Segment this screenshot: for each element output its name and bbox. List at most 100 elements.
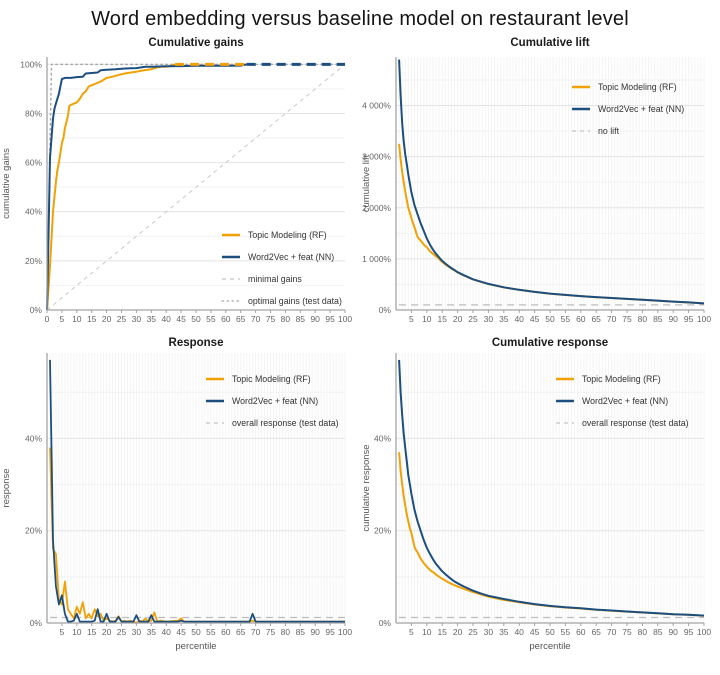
y-axis-title: cumulative lift [361, 154, 372, 212]
x-tick-label: 90 [668, 314, 678, 324]
x-tick-label: 65 [591, 627, 601, 637]
x-tick-label: 55 [206, 314, 216, 324]
y-tick-label: 40% [25, 433, 42, 443]
y-axis-title: cumulative response [361, 444, 372, 531]
x-tick-label: 20 [453, 314, 463, 324]
x-tick-label: 55 [561, 627, 571, 637]
x-tick-label: 70 [251, 314, 261, 324]
legend-label: no lift [598, 126, 620, 136]
x-tick-label: 40 [514, 314, 524, 324]
x-tick-label: 30 [484, 314, 494, 324]
x-tick-label: 70 [607, 314, 617, 324]
x-tick-label: 55 [206, 627, 216, 637]
x-tick-label: 20 [102, 627, 112, 637]
x-tick-label: 35 [147, 627, 157, 637]
chart-title: Cumulative response [492, 337, 608, 349]
y-tick-label: 20% [25, 256, 42, 266]
y-tick-label: 40% [25, 207, 42, 217]
x-tick-label: 15 [437, 314, 447, 324]
y-axis-title: response [1, 468, 12, 507]
legend-label: overall response (test data) [582, 418, 689, 428]
x-tick-label: 0 [45, 314, 50, 324]
y-tick-label: 20% [25, 526, 42, 536]
chart-cumulative-response: 0% 20% 40% 5 10 15 20 25 30 35 40 45 50 55 60 65 70 75 80 8… [361, 337, 711, 652]
x-tick-label: 10 [422, 627, 432, 637]
legend-label: minimal gains [248, 274, 302, 284]
legend-label: Word2Vec + feat (NN) [598, 104, 684, 114]
x-tick-label: 80 [638, 627, 648, 637]
x-tick-label: 40 [514, 627, 524, 637]
legend-label: optimal gains (test data) [248, 296, 342, 306]
x-tick-label: 85 [653, 314, 663, 324]
x-tick-label: 75 [622, 314, 632, 324]
x-tick-label: 85 [296, 627, 306, 637]
x-tick-label: 70 [251, 627, 261, 637]
y-tick-label: 1 000% [362, 254, 391, 264]
legend-label: overall response (test data) [232, 418, 339, 428]
x-tick-label: 35 [499, 314, 509, 324]
chart-response: 0% 20% 40% 5 10 15 20 25 30 35 40 45 50 55 60 65 70 75 80 8… [1, 337, 352, 652]
x-axis-title: percentile [175, 641, 216, 652]
x-tick-label: 75 [266, 627, 276, 637]
x-tick-label: 80 [638, 314, 648, 324]
x-tick-label: 95 [325, 627, 335, 637]
x-tick-label: 90 [310, 314, 320, 324]
series-word2vec-feat-nn [49, 359, 345, 623]
x-tick-label: 85 [653, 627, 663, 637]
series-minimal-gains [46, 64, 346, 311]
y-tick-label: 0% [30, 618, 43, 628]
x-tick-label: 40 [161, 627, 171, 637]
x-tick-label: 70 [607, 627, 617, 637]
series-word2vec-feat-nn [46, 63, 247, 311]
x-tick-label: 10 [72, 314, 82, 324]
y-tick-label: 4 000% [362, 101, 391, 111]
x-tick-label: 60 [221, 627, 231, 637]
x-tick-label: 25 [117, 314, 127, 324]
x-tick-label: 5 [60, 314, 65, 324]
x-tick-label: 15 [87, 627, 97, 637]
legend-label: Word2Vec + feat (NN) [248, 252, 334, 262]
y-tick-label: 0% [30, 305, 43, 315]
y-tick-label: 3 000% [362, 152, 391, 162]
x-tick-label: 45 [530, 627, 540, 637]
page-title: Word embedding versus baseline model on … [91, 8, 629, 30]
x-tick-label: 95 [684, 314, 694, 324]
chart-cumulative-lift: 0% 1 000% 2 000% 3 000% 4 000% 5 10 15 20 25 30 35 4… [361, 37, 711, 324]
x-tick-label: 5 [409, 627, 414, 637]
x-tick-label: 25 [117, 627, 127, 637]
x-tick-label: 75 [266, 314, 276, 324]
y-tick-label: 20% [374, 526, 391, 536]
x-tick-label: 50 [545, 627, 555, 637]
y-tick-label: 60% [25, 158, 42, 168]
x-tick-label: 50 [191, 314, 201, 324]
x-tick-label: 90 [310, 627, 320, 637]
chart-title: Response [169, 337, 224, 349]
series-word2vec-feat-nn [398, 359, 705, 617]
x-tick-label: 15 [437, 627, 447, 637]
y-tick-label: 0% [379, 305, 392, 315]
x-tick-label: 55 [561, 314, 571, 324]
chart-cumulative-gains: 0% 20% 40% 60% 80% 100% 0 5 10 15 20 25 30 35 40 45 50 55… [1, 37, 352, 324]
legend-label: Topic Modeling (RF) [248, 230, 327, 240]
x-tick-label: 60 [221, 314, 231, 324]
legend-label: Word2Vec + feat (NN) [582, 396, 668, 406]
legend-label: Word2Vec + feat (NN) [232, 396, 318, 406]
series-word2vec-feat-nn [398, 59, 705, 305]
x-tick-label: 35 [499, 627, 509, 637]
x-tick-label: 75 [622, 627, 632, 637]
legend-label: Topic Modeling (RF) [582, 374, 661, 384]
x-tick-label: 30 [484, 627, 494, 637]
x-tick-label: 25 [468, 314, 478, 324]
x-tick-label: 20 [453, 627, 463, 637]
x-tick-label: 100 [697, 627, 711, 637]
x-tick-label: 25 [468, 627, 478, 637]
legend-label: Topic Modeling (RF) [598, 82, 677, 92]
x-tick-label: 65 [591, 314, 601, 324]
x-tick-label: 80 [281, 627, 291, 637]
series-topic-modeling-rf [46, 63, 176, 311]
x-tick-label: 50 [545, 314, 555, 324]
x-tick-label: 15 [87, 314, 97, 324]
x-tick-label: 20 [102, 314, 112, 324]
x-tick-label: 45 [176, 627, 186, 637]
